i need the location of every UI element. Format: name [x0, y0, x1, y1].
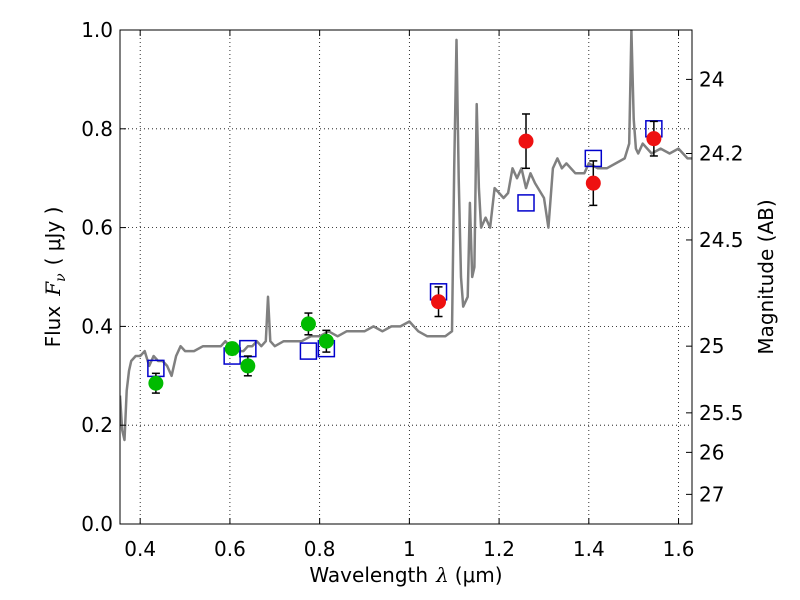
x-tick-label: 1.4	[573, 537, 605, 561]
red-data-point	[431, 294, 447, 310]
red-data-point	[585, 175, 601, 191]
y2-tick-label: 24.5	[699, 228, 744, 252]
plot-frame	[119, 29, 693, 525]
y-tick-label: 0.2	[81, 413, 113, 437]
green-data-point	[148, 375, 164, 391]
y2-tick-label: 24	[699, 67, 724, 91]
spectrum-line	[120, 30, 692, 442]
x-tick-label: 0.6	[214, 537, 246, 561]
y2-tick-label: 26	[699, 440, 724, 464]
x-axis-title: Wavelength λ (μm)	[309, 563, 502, 587]
y-tick-label: 0.4	[81, 314, 113, 338]
y-tick-label: 0.6	[81, 216, 113, 240]
y-axis-title: FluxFν( μJy )	[41, 207, 69, 348]
green-data-point	[318, 333, 334, 349]
x-tick-label: 1.2	[483, 537, 515, 561]
y2-tick-label: 24.2	[699, 142, 744, 166]
y-tick-label: 1.0	[81, 18, 113, 42]
x-tick-label: 0.4	[124, 537, 156, 561]
y-tick-label: 0.0	[81, 512, 113, 536]
green-data-point	[240, 358, 256, 374]
model-square-marker	[299, 342, 318, 360]
red-data-point	[646, 131, 662, 147]
green-data-point	[300, 316, 316, 332]
green-data-point	[224, 341, 240, 357]
x-tick-label: 1.6	[663, 537, 695, 561]
y2-tick-label: 25	[699, 334, 724, 358]
spectrum-layer	[120, 30, 692, 442]
markers-layer	[147, 113, 663, 394]
y-tick-label: 0.8	[81, 117, 113, 141]
red-data-point	[518, 133, 534, 149]
y2-tick-label: 27	[699, 482, 724, 506]
axis-ticks: 0.4 0.6 0.8 1 1.2 1.4 1.6 0.0 0.2 0.4 0.6 0.8 1.0 24 2…	[81, 18, 743, 561]
x-tick-label: 1	[403, 537, 416, 561]
y2-tick-label: 25.5	[699, 401, 744, 425]
x-tick-label: 0.8	[304, 537, 336, 561]
y2-axis-title: Magnitude (AB)	[754, 199, 778, 354]
model-square-marker	[517, 194, 535, 212]
